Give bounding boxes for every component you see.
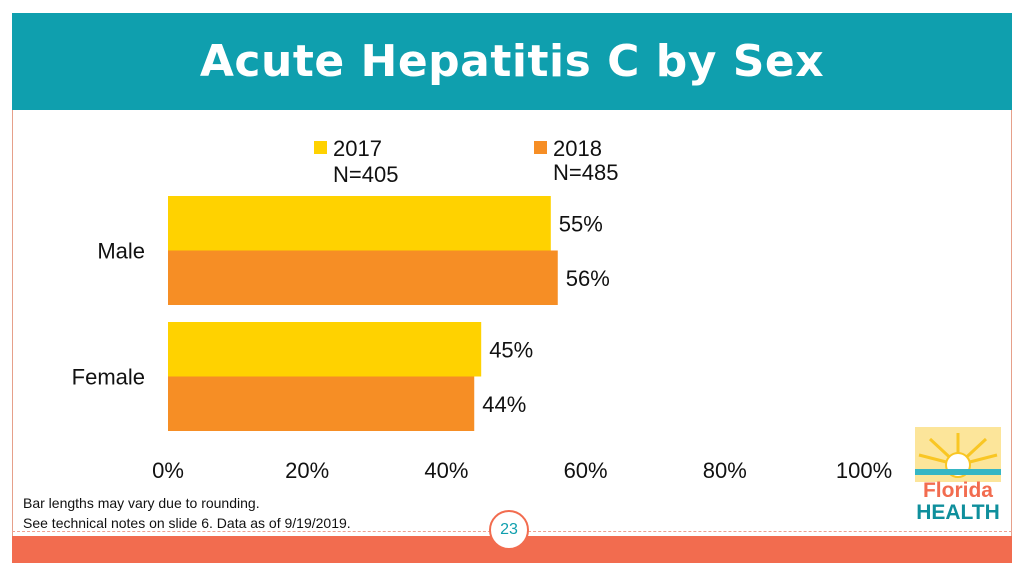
- legend-n-2018: N=485: [553, 160, 618, 185]
- legend-label-2018: 2018: [553, 136, 602, 161]
- x-tick-label-0: 0%: [152, 458, 184, 483]
- logo-text-health: HEALTH: [916, 501, 1000, 523]
- legend-swatch-2018: [534, 141, 547, 154]
- footnote-technical-notes: See technical notes on slide 6. Data as …: [23, 515, 351, 531]
- logo-water: [915, 469, 1001, 475]
- data-label-female-2018: 44%: [482, 392, 526, 417]
- legend-n-2017: N=405: [333, 162, 398, 187]
- data-label-female-2017: 45%: [489, 337, 533, 362]
- bar-female-2017: [168, 322, 482, 377]
- x-tick-label-60: 60%: [564, 458, 608, 483]
- category-label-female: Female: [72, 365, 145, 390]
- florida-health-logo: Florida HEALTH: [915, 427, 1001, 523]
- bar-female-2018: [168, 376, 475, 431]
- data-label-male-2018: 56%: [566, 266, 610, 291]
- x-tick-label-80: 80%: [703, 458, 747, 483]
- legend-swatch-2017: [314, 141, 327, 154]
- bar-male-2018: [168, 250, 558, 305]
- page-number-badge: 23: [489, 510, 529, 550]
- x-tick-label-100: 100%: [836, 458, 892, 483]
- logo-text-florida: Florida: [923, 479, 993, 502]
- title-banner: [12, 13, 1012, 110]
- data-label-male-2017: 55%: [559, 211, 603, 236]
- x-tick-label-40: 40%: [424, 458, 468, 483]
- slide-title: Acute Hepatitis C by Sex: [199, 36, 825, 87]
- category-label-male: Male: [97, 239, 145, 264]
- bar-male-2017: [168, 196, 551, 251]
- legend-label-2017: 2017: [333, 136, 382, 161]
- footnote-rounding: Bar lengths may vary due to rounding.: [23, 495, 260, 511]
- x-tick-label-20: 20%: [285, 458, 329, 483]
